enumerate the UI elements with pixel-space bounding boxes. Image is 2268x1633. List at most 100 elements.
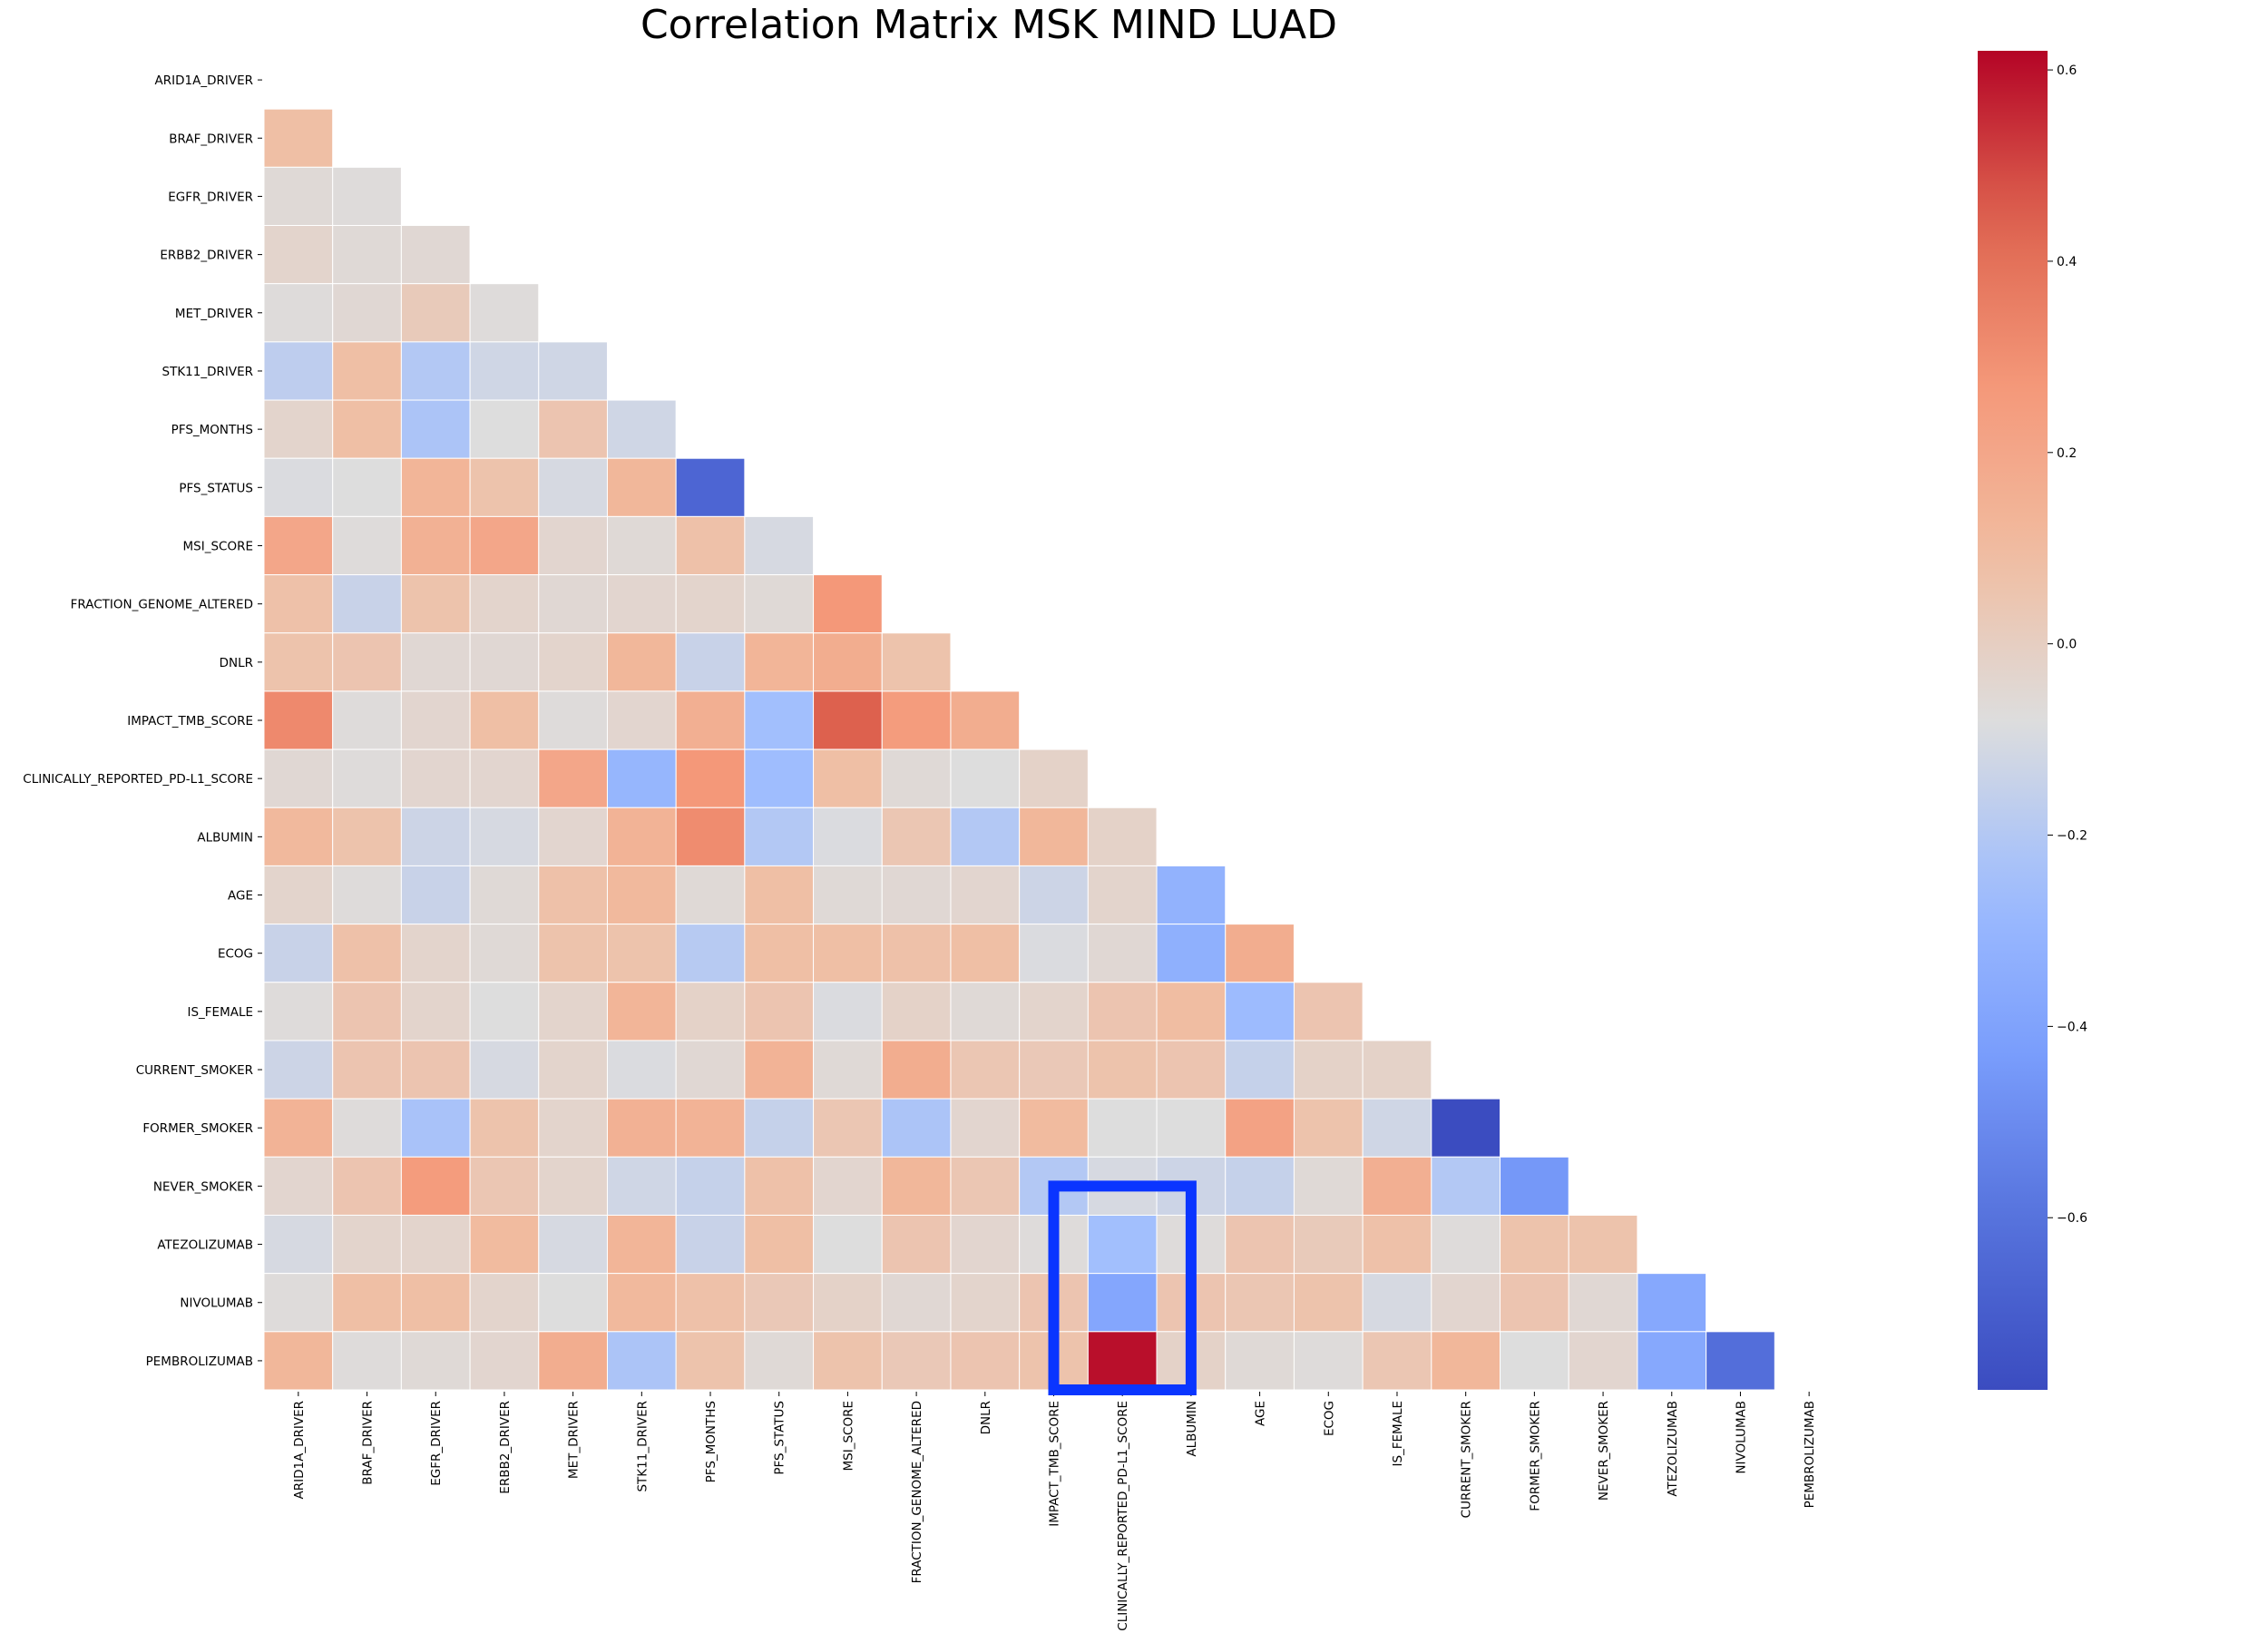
heatmap-cell bbox=[1362, 1156, 1432, 1216]
heatmap-cell bbox=[744, 1156, 815, 1216]
y-tick-label: DNLR bbox=[220, 656, 253, 670]
heatmap-cell bbox=[400, 690, 471, 750]
heatmap-cell bbox=[332, 690, 402, 750]
heatmap-cell bbox=[744, 690, 815, 750]
heatmap-cell bbox=[538, 690, 608, 750]
chart-title: Correlation Matrix MSK MIND LUAD bbox=[640, 2, 1338, 48]
heatmap-cell bbox=[332, 1040, 402, 1100]
heatmap-cell bbox=[881, 924, 952, 983]
heatmap-cell bbox=[469, 399, 540, 459]
heatmap-cell bbox=[881, 1273, 952, 1333]
heatmap-cell bbox=[400, 283, 471, 343]
heatmap-cell bbox=[400, 807, 471, 866]
heatmap-cell bbox=[813, 574, 883, 634]
heatmap-cell bbox=[813, 1098, 883, 1158]
heatmap-cell bbox=[675, 748, 746, 808]
heatmap-cell bbox=[675, 690, 746, 750]
heatmap-cell bbox=[675, 982, 746, 1041]
heatmap-cell bbox=[1019, 1040, 1089, 1100]
colorbar-tick-label: −0.4 bbox=[2057, 1020, 2087, 1034]
heatmap-cell bbox=[744, 1040, 815, 1100]
heatmap-cell bbox=[950, 1040, 1021, 1100]
heatmap-cell bbox=[1637, 1331, 1707, 1391]
y-tick-label: PFS_STATUS bbox=[179, 481, 253, 495]
heatmap-cell bbox=[1087, 865, 1158, 925]
y-tick-label: FRACTION_GENOME_ALTERED bbox=[71, 598, 253, 612]
x-tick-label: MSI_SCORE bbox=[841, 1401, 855, 1471]
y-tick-label: IMPACT_TMB_SCORE bbox=[127, 714, 253, 728]
heatmap-cell bbox=[1087, 1098, 1158, 1158]
heatmap-cell bbox=[538, 924, 608, 983]
heatmap-cell bbox=[469, 515, 540, 576]
heatmap-cell bbox=[263, 457, 334, 517]
y-tick-label: CURRENT_SMOKER bbox=[136, 1063, 253, 1078]
heatmap-cell bbox=[1225, 1214, 1295, 1275]
heatmap-cell bbox=[1156, 865, 1227, 925]
heatmap-cell bbox=[263, 690, 334, 750]
y-tick-label: IS_FEMALE bbox=[187, 1005, 253, 1020]
heatmap-cell bbox=[1225, 924, 1295, 983]
heatmap-cell bbox=[1225, 1156, 1295, 1216]
heatmap-cell bbox=[263, 341, 334, 401]
y-tick-label: PFS_MONTHS bbox=[171, 423, 253, 437]
heatmap-cell bbox=[813, 748, 883, 808]
heatmap-cell bbox=[538, 341, 608, 401]
y-tick-label: STK11_DRIVER bbox=[162, 365, 254, 379]
y-tick-label: ERBB2_DRIVER bbox=[160, 249, 253, 263]
heatmap-cell bbox=[1293, 1098, 1364, 1158]
heatmap-cell bbox=[1500, 1156, 1569, 1216]
heatmap-cell bbox=[950, 1273, 1021, 1333]
heatmap-cell bbox=[263, 807, 334, 866]
heatmap-cell bbox=[263, 574, 334, 634]
heatmap-cell bbox=[606, 748, 677, 808]
heatmap-cell bbox=[606, 457, 677, 517]
heatmap-cell bbox=[675, 1331, 746, 1391]
y-tick-label: FORMER_SMOKER bbox=[142, 1121, 253, 1136]
colorbar-tick-label: −0.2 bbox=[2057, 829, 2087, 844]
heatmap-cell bbox=[1156, 1040, 1227, 1100]
y-tick-label: MET_DRIVER bbox=[175, 307, 253, 321]
heatmap-cell bbox=[400, 632, 471, 692]
heatmap-cell bbox=[1293, 1331, 1364, 1391]
x-tick-label: IS_FEMALE bbox=[1391, 1401, 1405, 1467]
heatmap-cell bbox=[881, 1331, 952, 1391]
y-tick-label: ECOG bbox=[218, 947, 253, 962]
colorbar-tick-label: 0.2 bbox=[2057, 446, 2077, 461]
heatmap-cell bbox=[744, 748, 815, 808]
heatmap-cells bbox=[263, 108, 1775, 1391]
heatmap-cell bbox=[606, 399, 677, 459]
heatmap-cell bbox=[606, 1214, 677, 1275]
heatmap-cell bbox=[263, 865, 334, 925]
heatmap-cell bbox=[813, 1156, 883, 1216]
heatmap-cell bbox=[263, 515, 334, 576]
heatmap-cell bbox=[606, 515, 677, 576]
heatmap-cell bbox=[950, 924, 1021, 983]
heatmap-cell bbox=[538, 457, 608, 517]
heatmap-cell bbox=[538, 632, 608, 692]
y-tick-label: PEMBROLIZUMAB bbox=[146, 1354, 253, 1369]
highlight-box bbox=[1048, 1180, 1197, 1396]
heatmap-cell bbox=[813, 1273, 883, 1333]
heatmap-cell bbox=[606, 1156, 677, 1216]
heatmap-cell bbox=[263, 1098, 334, 1158]
heatmap-cell bbox=[332, 1098, 402, 1158]
heatmap-cell bbox=[1500, 1273, 1569, 1333]
heatmap-cell bbox=[1362, 1331, 1432, 1391]
heatmap-cell bbox=[1019, 924, 1089, 983]
heatmap-cell bbox=[400, 1156, 471, 1216]
heatmap-cell bbox=[332, 982, 402, 1041]
heatmap-cell bbox=[538, 1331, 608, 1391]
heatmap-cell bbox=[400, 1098, 471, 1158]
heatmap-cell bbox=[1500, 1331, 1569, 1391]
heatmap-cell bbox=[1156, 1098, 1227, 1158]
heatmap-cell bbox=[332, 283, 402, 343]
heatmap-cell bbox=[332, 574, 402, 634]
heatmap-cell bbox=[400, 1040, 471, 1100]
colorbar-tick-label: 0.6 bbox=[2057, 64, 2077, 78]
heatmap-cell bbox=[400, 748, 471, 808]
heatmap-cell bbox=[400, 225, 471, 285]
heatmap-cell bbox=[1019, 748, 1089, 808]
x-tick-label: FRACTION_GENOME_ALTERED bbox=[910, 1401, 924, 1583]
y-tick-label: NEVER_SMOKER bbox=[153, 1179, 253, 1194]
heatmap-cell bbox=[606, 807, 677, 866]
